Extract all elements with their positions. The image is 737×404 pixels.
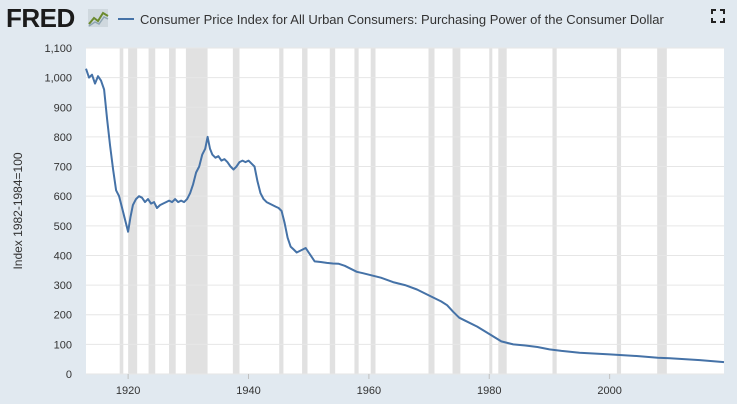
y-tick-label-1: 100: [54, 339, 72, 351]
y-tick-label-9: 900: [54, 102, 72, 114]
y-tick-label-4: 400: [54, 250, 72, 262]
expand-icon[interactable]: [711, 9, 725, 23]
recession-band-5: [232, 48, 240, 374]
chart-legend: Consumer Price Index for All Urban Consu…: [118, 10, 664, 28]
chart-header: FRED Consumer Price Index for All Urban …: [0, 0, 737, 36]
y-tick-label-7: 700: [54, 162, 72, 174]
fred-graph-icon: [88, 9, 109, 27]
recession-band-13: [489, 48, 493, 374]
recession-band-9: [354, 48, 359, 374]
y-axis: 0 100 200 300 400 500 600 700 800 900 1,000 1,100: [44, 43, 72, 381]
recession-band-15: [552, 48, 557, 374]
x-tick-label-1: 1940: [236, 385, 260, 397]
recession-band-17: [657, 48, 667, 374]
y-tick-label-6: 600: [54, 191, 72, 203]
recession-band-10: [370, 48, 376, 374]
plot-area: [86, 48, 724, 374]
recession-band-16: [616, 48, 622, 374]
recession-band-3: [169, 48, 176, 374]
line-chart: 1920 1940 1960 1980 2000 0 100 200 300 400 500 600…: [11, 43, 725, 397]
recession-band-8: [329, 48, 336, 374]
legend-swatch: [118, 18, 134, 20]
y-tick-label-2: 200: [54, 310, 72, 322]
y-tick-label-11: 1,100: [44, 43, 72, 55]
series-line-0: [85, 68, 725, 364]
fred-logo[interactable]: FRED: [6, 3, 75, 33]
x-axis: 1920 1940 1960 1980 2000: [116, 374, 622, 397]
x-tick-label-3: 1980: [477, 385, 501, 397]
y-tick-label-0: 0: [66, 369, 72, 381]
y-tick-label-5: 500: [54, 221, 72, 233]
recession-band-11: [428, 48, 435, 374]
y-tick-label-3: 300: [54, 280, 72, 292]
recession-band-0: [119, 48, 124, 374]
legend-label: Consumer Price Index for All Urban Consu…: [140, 11, 664, 27]
y-axis-label: Index 1982-1984=100: [11, 152, 25, 269]
recession-band-7: [302, 48, 308, 374]
y-tick-label-8: 800: [54, 132, 72, 144]
x-tick-label-2: 1960: [357, 385, 381, 397]
recession-band-12: [452, 48, 461, 374]
recession-band-2: [148, 48, 156, 374]
recession-band-4: [185, 48, 208, 374]
x-tick-label-0: 1920: [116, 385, 140, 397]
series-layer: [85, 68, 725, 364]
y-tick-label-10: 1,000: [44, 73, 72, 85]
x-tick-label-4: 2000: [597, 385, 621, 397]
recession-band-14: [498, 48, 507, 374]
